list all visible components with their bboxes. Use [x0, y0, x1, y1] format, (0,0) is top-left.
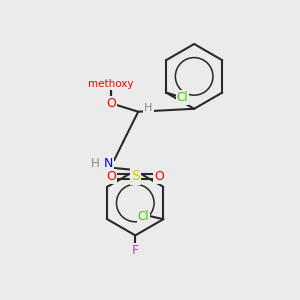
Text: Cl: Cl — [176, 92, 188, 104]
Text: O: O — [154, 170, 164, 183]
Text: O: O — [106, 170, 116, 183]
Text: O: O — [106, 97, 116, 110]
Text: F: F — [132, 244, 139, 257]
Text: S: S — [131, 169, 140, 184]
Text: Cl: Cl — [138, 210, 149, 223]
Text: H: H — [144, 103, 153, 113]
Text: N: N — [104, 157, 113, 170]
Text: H: H — [91, 157, 100, 170]
Text: methoxy: methoxy — [88, 79, 134, 89]
